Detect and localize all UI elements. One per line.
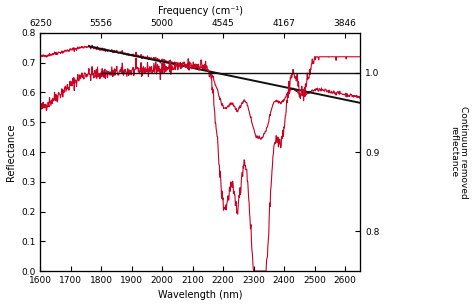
X-axis label: Wavelength (nm): Wavelength (nm)	[158, 290, 243, 300]
Y-axis label: Continuum removed
reflectance: Continuum removed reflectance	[449, 106, 468, 198]
Y-axis label: Reflectance: Reflectance	[6, 123, 16, 181]
X-axis label: Frequency (cm⁻¹): Frequency (cm⁻¹)	[158, 6, 243, 16]
